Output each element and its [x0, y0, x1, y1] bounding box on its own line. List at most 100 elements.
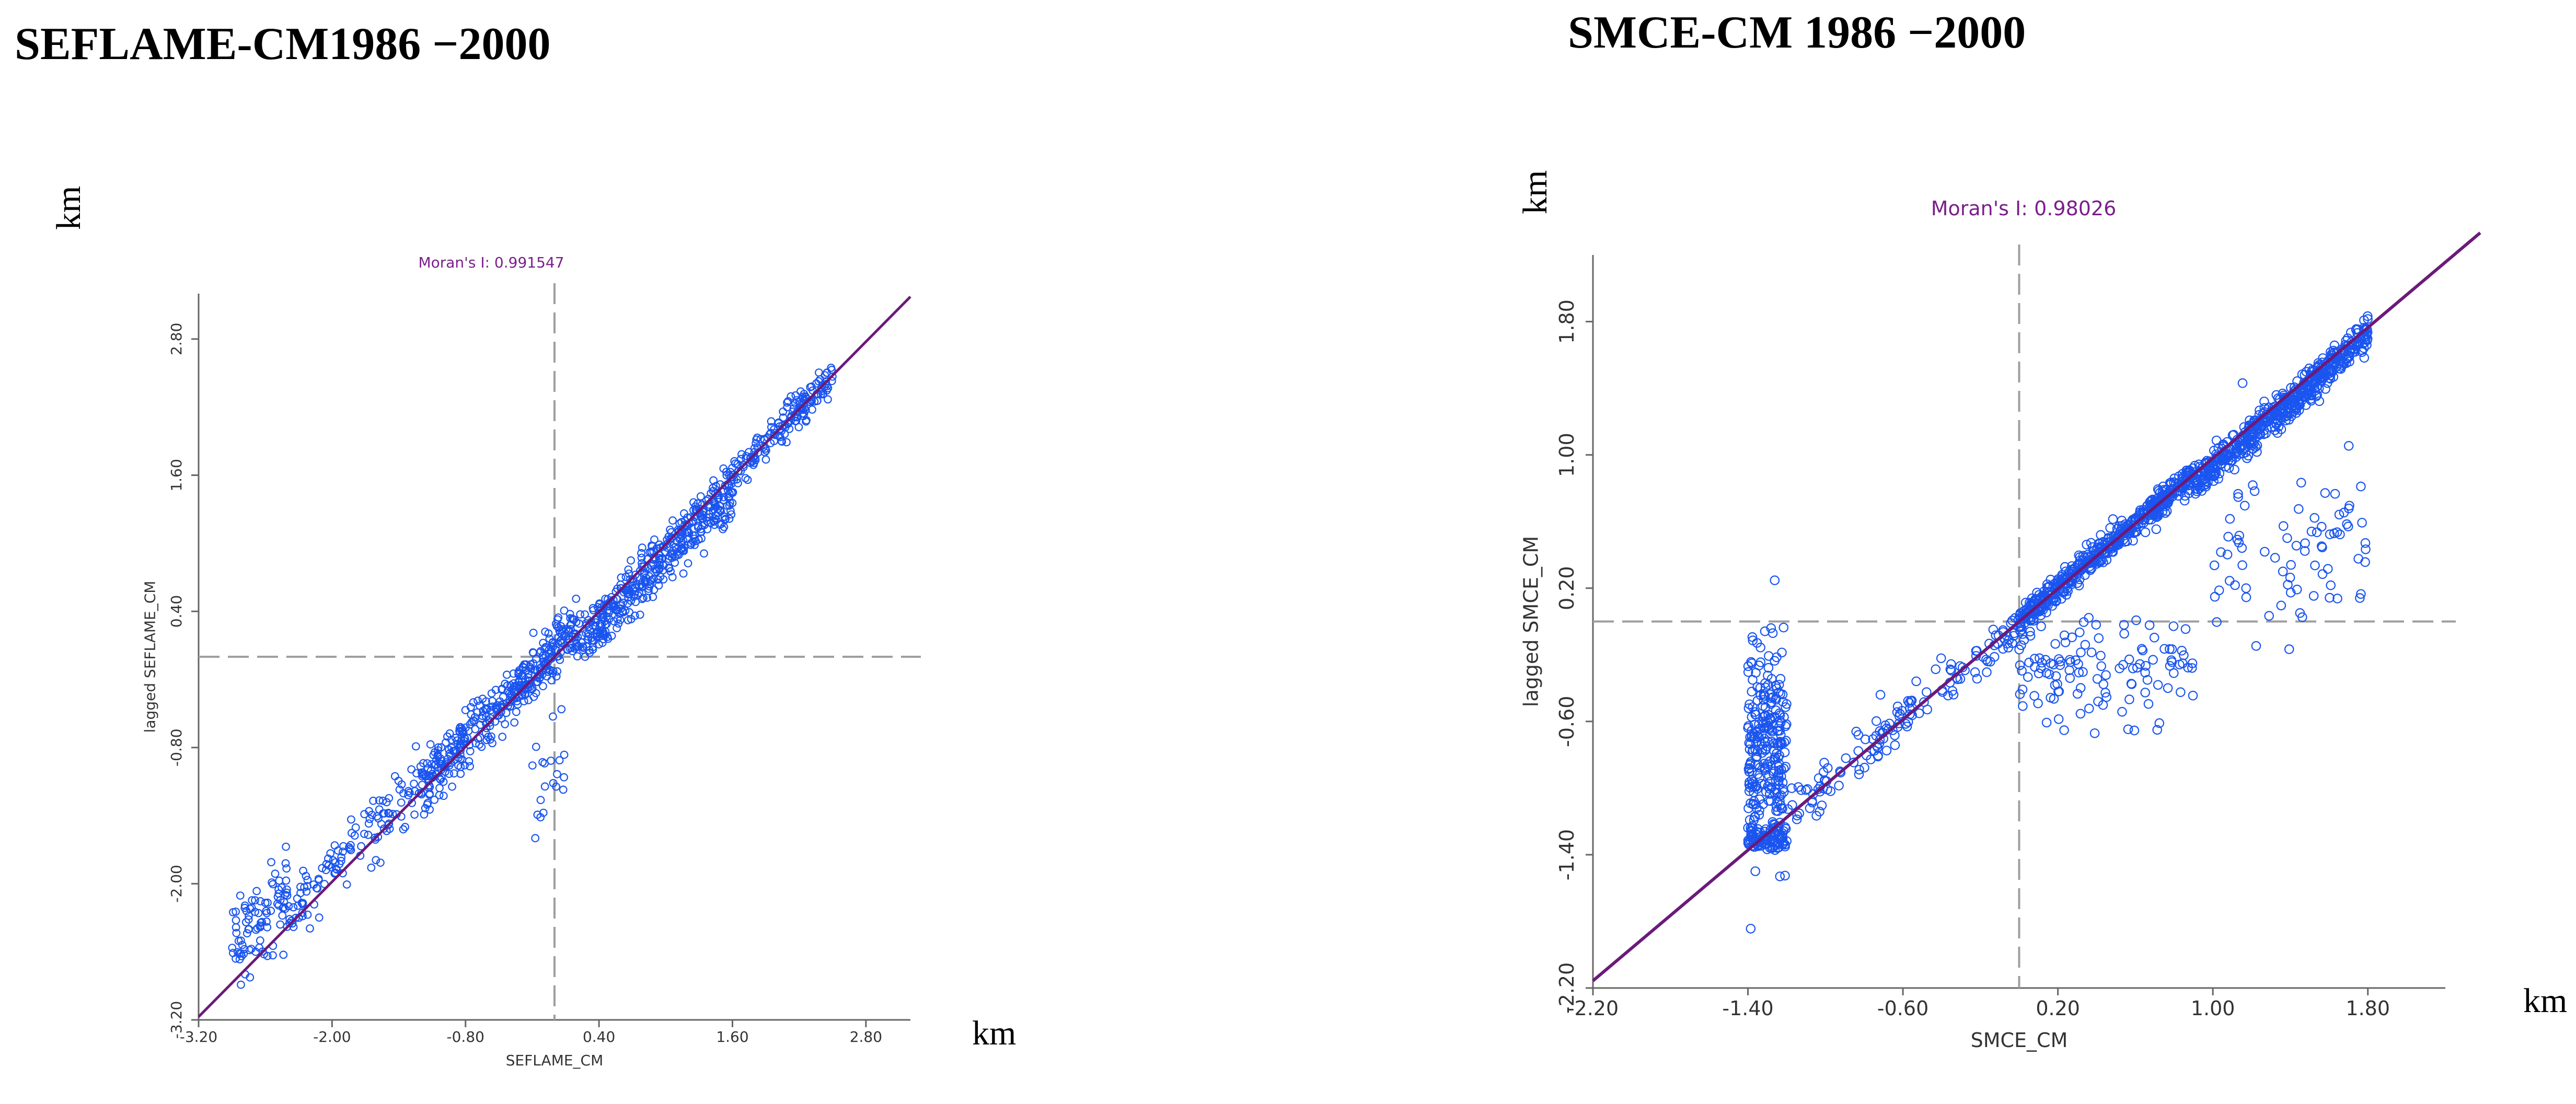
- c1-data-point: [1778, 622, 1789, 633]
- c0-data-point: [560, 750, 569, 759]
- c1-data-point: [1890, 740, 1900, 750]
- c0-data-point: [555, 756, 564, 765]
- c1-data-point: [2334, 358, 2344, 368]
- c1-y-tick-label: -2.20: [1555, 962, 1578, 1014]
- c1-data-point: [2300, 546, 2310, 556]
- c0-data-point: [431, 760, 440, 769]
- c1-data-point: [2343, 521, 2353, 531]
- c0-data-point: [404, 787, 413, 796]
- c1-data-point: [1763, 680, 1773, 690]
- c0-data-point: [297, 899, 306, 908]
- c0-data-point: [232, 928, 241, 937]
- c0-data-point: [433, 750, 442, 759]
- c1-data-point: [2278, 566, 2288, 577]
- c0-data-point: [487, 706, 495, 714]
- c1-data-point: [2240, 447, 2251, 458]
- c1-data-point: [2127, 679, 2137, 689]
- c0-data-point: [720, 513, 729, 521]
- c0-data-point: [573, 652, 582, 661]
- c1-data-point: [1772, 843, 1783, 853]
- c0-data-point: [267, 907, 275, 915]
- c0-data-point: [397, 798, 406, 807]
- c0-data-point: [655, 551, 664, 560]
- c1-data-point: [2307, 378, 2317, 388]
- c0-data-point: [502, 670, 511, 679]
- c1-data-point: [2174, 471, 2184, 481]
- c0-data-point: [296, 882, 305, 891]
- c1-data-point: [2119, 620, 2129, 630]
- c0-data-point: [378, 796, 387, 805]
- c0-data-point: [536, 796, 545, 805]
- c1-data-point: [2292, 585, 2302, 595]
- c1-data-point: [1749, 796, 1759, 806]
- c0-data-point: [466, 747, 475, 756]
- c0-data-point: [532, 689, 540, 698]
- c1-x-tick-label: -0.60: [1877, 997, 1928, 1020]
- c0-data-point: [278, 911, 287, 920]
- c0-data-point: [437, 743, 446, 752]
- c1-data-point: [1811, 811, 1821, 821]
- c1-data-point: [1747, 775, 1757, 785]
- c0-data-point: [425, 805, 434, 814]
- c1-y-tick-label: -0.60: [1555, 696, 1578, 747]
- c0-data-point: [365, 815, 374, 823]
- c0-data-point: [794, 423, 803, 432]
- c0-y-axis-title: lagged SEFLAME_CM: [141, 581, 158, 733]
- c1-data-point: [1905, 696, 1916, 706]
- c1-data-point: [2059, 630, 2070, 641]
- c0-data-point: [401, 822, 410, 831]
- c1-data-point: [2084, 703, 2094, 714]
- c1-data-point: [2017, 684, 2028, 694]
- c1-data-point: [1914, 708, 1924, 718]
- c0-data-point: [469, 716, 478, 725]
- c1-data-point: [1768, 823, 1778, 833]
- c1-data-point: [1767, 727, 1777, 737]
- c1-data-point: [2086, 538, 2096, 548]
- c0-data-point: [655, 540, 664, 549]
- c0-data-point: [458, 726, 467, 735]
- c1-data-point: [1970, 667, 1980, 677]
- c0-data-point: [783, 398, 791, 407]
- c1-data-point: [2108, 514, 2118, 524]
- c0-data-point: [470, 713, 479, 722]
- c0-data-point: [539, 638, 548, 647]
- c0-data-point: [501, 679, 510, 688]
- c0-data-point: [787, 412, 795, 421]
- c0-data-point: [579, 644, 587, 652]
- c0-data-point: [360, 830, 368, 838]
- c1-data-point: [1873, 751, 1883, 762]
- c0-data-point: [827, 364, 836, 372]
- c1-data-point: [2015, 689, 2025, 699]
- c1-data-point: [2033, 699, 2043, 708]
- c0-data-point: [590, 636, 598, 645]
- c1-data-point: [1771, 693, 1781, 703]
- c1-data-point: [1945, 664, 1956, 675]
- c1-regression-line: [1592, 231, 2481, 982]
- c0-x-axis-title: SEFLAME_CM: [506, 1052, 604, 1069]
- c0-data-point: [342, 880, 351, 889]
- c0-data-point: [528, 648, 537, 657]
- c0-data-point: [524, 696, 533, 704]
- c0-data-point: [447, 735, 456, 744]
- c0-data-point: [782, 438, 791, 447]
- c0-data-point: [816, 390, 825, 399]
- c1-data-point: [1770, 829, 1780, 840]
- c1-data-point: [2241, 583, 2251, 594]
- c0-data-point: [273, 899, 282, 908]
- c1-data-point: [1747, 779, 1757, 789]
- c0-data-point: [556, 656, 564, 664]
- c1-data-point: [1745, 744, 1755, 754]
- c1-data-point: [2096, 661, 2106, 671]
- c1-data-point: [1758, 712, 1769, 722]
- c1-data-point: [2055, 660, 2065, 670]
- c0-data-point: [746, 452, 755, 461]
- c1-data-point: [1763, 781, 1773, 792]
- c1-data-point: [2295, 608, 2305, 618]
- c0-data-point: [426, 740, 435, 749]
- c0-data-point: [767, 423, 776, 432]
- c0-data-point: [600, 631, 609, 640]
- c0-data-point: [650, 535, 659, 544]
- c0-data-point: [700, 549, 708, 558]
